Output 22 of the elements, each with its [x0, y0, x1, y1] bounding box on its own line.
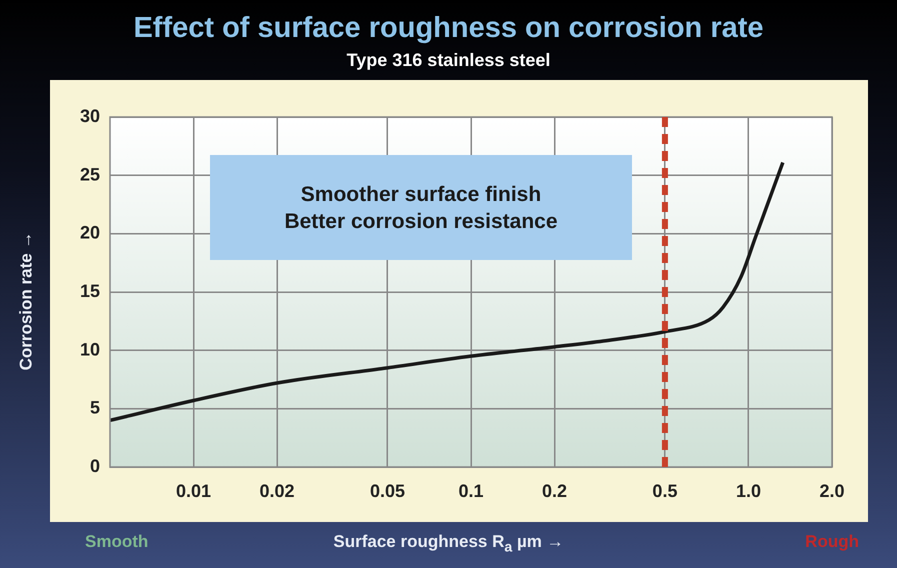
y-tick-label: 30	[80, 106, 100, 126]
chart-title: Effect of surface roughness on corrosion rate	[132, 12, 765, 45]
y-tick-label: 10	[80, 339, 100, 360]
y-tick-label: 5	[90, 398, 100, 418]
x-tick-label: 0.5	[652, 480, 678, 501]
x-tick-label: 0.02	[260, 480, 295, 501]
x-tick-label: 2.0	[819, 480, 845, 501]
x-axis-title: Surface roughness R$_{a}$ µm →	[333, 532, 564, 556]
chart-subtitle: Type 316 stainless steel	[346, 50, 552, 71]
callout-box: Smoother surface finish Better corrosion resistance	[210, 155, 632, 260]
text: Rough	[805, 532, 859, 552]
x-tick-label: 0.01	[176, 480, 212, 501]
x-tick-label: 0.1	[458, 480, 484, 501]
y-tick-label: 25	[80, 164, 100, 184]
x-tick-label: 0.05	[370, 480, 405, 501]
text: Smooth	[85, 532, 148, 552]
x-tick-label: 1.0	[736, 480, 761, 501]
y-tick-label: 0	[90, 456, 100, 476]
y-tick-label: 20	[80, 222, 100, 243]
y-axis-title: Corrosion rate →	[16, 232, 36, 370]
x-tick-label: 0.2	[542, 480, 568, 501]
y-tick-label: 15	[80, 280, 100, 301]
